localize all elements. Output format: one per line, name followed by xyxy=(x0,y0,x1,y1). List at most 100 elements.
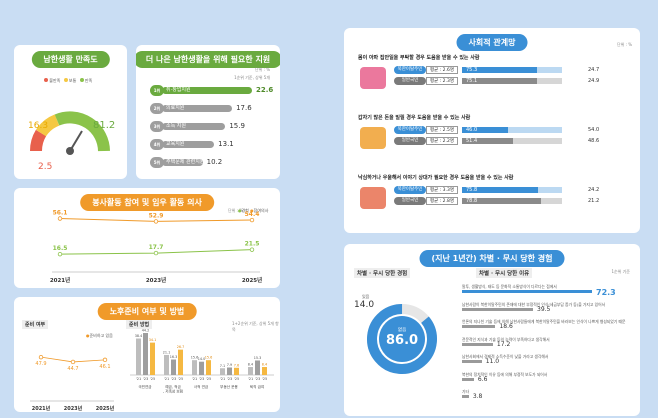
support-bar: 의료지원 xyxy=(162,105,233,112)
bar-label: 14.0 xyxy=(198,357,206,361)
reason-bar xyxy=(462,290,592,293)
volunteer-legend: ●경험 ●참여의사 xyxy=(238,208,269,213)
no-bar xyxy=(537,187,562,193)
bar-year-tick: '23 xyxy=(199,377,205,381)
x-tick-label: 2021년 xyxy=(50,276,70,284)
support-rank: 3위 xyxy=(150,121,164,132)
support-value: 15.9 xyxy=(229,122,245,130)
no-value: 24.9 xyxy=(588,78,600,84)
support-value: 22.6 xyxy=(256,86,274,94)
average-count: 평균 : 2.5명 xyxy=(426,126,458,134)
x-tick-label: 2023년 xyxy=(146,276,166,284)
data-point xyxy=(102,357,108,363)
volunteer-title: 봉사활동 참여 및 임우 활동 의사 xyxy=(80,194,214,211)
reason-label: 북한의 정치적인 이유 등에 의해 부정적 보도가 되어서 xyxy=(462,371,548,377)
no-value: 48.6 xyxy=(588,138,600,144)
no-bar xyxy=(537,78,562,84)
bar-label: 38.4 xyxy=(135,334,143,338)
bar-year-tick: '25 xyxy=(150,377,156,381)
data-label: 16.5 xyxy=(53,245,68,252)
right-page: 사회적 관계망 단위 : % 몸이 아파 집안일을 부탁할 경우 도움을 받을 … xyxy=(330,0,658,418)
retirement-card: 노후준비 여부 및 방법 준비 여부 ●준비하고 있음 준비 방법 1+2순위 … xyxy=(14,297,280,412)
category-label: 국민연금 xyxy=(138,384,152,389)
category-label: 사적 연금 xyxy=(194,384,209,389)
bar xyxy=(206,360,211,375)
bar-year-tick: '23 xyxy=(227,377,233,381)
average-count: 평균 : 2.2명 xyxy=(426,137,458,145)
bar-label: 7.1 xyxy=(220,364,225,368)
bar-label: 7.6 xyxy=(234,363,239,367)
reason-bar xyxy=(462,325,496,328)
discrimination-no-label: 없음 xyxy=(398,328,407,333)
bar-label: 15.6 xyxy=(205,356,213,360)
retirement-prep-line-chart: 47.9 44.7 46.1 2021년 2023년 2025년 xyxy=(30,354,115,412)
discrimination-left-label: 차별 · 무시 당한 경험 xyxy=(354,268,411,278)
average-count: 평균 : 2.6명 xyxy=(426,66,458,74)
reason-bar xyxy=(462,360,482,363)
reason-bar xyxy=(462,307,534,311)
data-point xyxy=(70,359,76,365)
no-bar xyxy=(513,138,562,144)
yes-value: 75.1 xyxy=(466,78,478,84)
general-public-label: 일반국민 xyxy=(394,137,426,145)
no-value: 21.2 xyxy=(588,198,600,204)
bar-label: 16.3 xyxy=(170,355,178,359)
support-card: 더 나은 남한생활을 위해 필요한 지원 단위 : % 1순위 기준, 상위 5… xyxy=(136,45,280,179)
bar xyxy=(178,349,183,375)
satisfaction-neutral-value: 16.3 xyxy=(28,121,49,131)
discrimination-donut xyxy=(367,304,437,374)
reason-label: 언론의 지나친 기술 등에 의해 남한사람들에게 북한이탈주민을 바라보는 인식… xyxy=(462,319,626,324)
question-text: 낙심하거나 우울해서 이야기 상대가 필요한 경우 도움을 받을 수 있는 사람 xyxy=(358,175,514,181)
reason-bar xyxy=(462,395,469,398)
reason-value: 3.8 xyxy=(472,393,483,400)
bar-year-tick: '23 xyxy=(171,377,177,381)
satisfaction-satisfied-value: 81.2 xyxy=(93,120,116,131)
data-point xyxy=(57,251,63,257)
bar-year-tick: '23 xyxy=(255,377,261,381)
support-rank: 2위 xyxy=(150,103,164,114)
defector-label: 북한이탈주민 xyxy=(394,186,426,194)
satisfaction-gauge xyxy=(30,111,110,177)
reason-label: 전문적인 지식과 기술 등의 능력이 부족하다고 생각해서 xyxy=(462,336,550,342)
question-illustration-icon xyxy=(360,67,386,89)
yes-bar xyxy=(462,198,541,204)
data-point xyxy=(153,250,159,256)
social-relations-unit: 단위 : % xyxy=(616,42,632,47)
discrimination-yes-value: 14.0 xyxy=(354,300,375,310)
data-point xyxy=(153,219,159,224)
general-public-label: 일반국민 xyxy=(394,197,426,205)
volunteer-line-chart: 56.1 52.9 54.4 16.5 17.7 21.5 2021년 2023년 2025년 xyxy=(50,210,262,284)
bar-label: 15.6 xyxy=(191,356,199,360)
no-bar xyxy=(540,198,562,204)
bar-year-tick: '25 xyxy=(262,377,268,381)
discrimination-right-label: 차별 · 무시 당한 이유 xyxy=(476,268,533,278)
bar xyxy=(255,360,260,375)
bar-year-tick: '21 xyxy=(164,377,170,381)
support-value: 13.1 xyxy=(218,140,234,148)
reason-value: 72.3 xyxy=(596,288,616,297)
retirement-method-bar-chart: 38.4 '21 44.2 '23 34.1 '25 국민연금 21.1 '21 16.3 '23 2… xyxy=(130,329,274,394)
support-rank: 1위 xyxy=(150,85,164,96)
bar-year-tick: '25 xyxy=(234,377,240,381)
support-title: 더 나은 남한생활을 위해 필요한 지원 xyxy=(136,51,280,68)
yes-bar xyxy=(462,138,514,144)
support-bar: 소득 지원 xyxy=(162,123,226,130)
yes-bar xyxy=(462,127,508,133)
bar-year-tick: '23 xyxy=(143,377,149,381)
discrimination-card: (지난 1년간) 차별 · 무시 당한 경험 차별 · 무시 당한 경험 차별 … xyxy=(344,244,640,416)
reason-label: 남한사람이 북한이탈주민의 존재에 대한 부정적인 인식(세금부담 증가 등)을… xyxy=(462,301,606,307)
satisfaction-card: 남한생활 만족도 불만족 보통 만족 16.3 81.2 2.5 xyxy=(14,45,127,179)
retirement-left-label: 준비 여부 xyxy=(22,320,49,329)
x-tick-label: 2025년 xyxy=(242,276,262,284)
no-bar xyxy=(508,127,562,133)
support-row: 5위 주택문제 관련지원 10.2 xyxy=(150,157,280,169)
data-label: 47.9 xyxy=(35,361,46,367)
discrimination-yes-label: 있음 xyxy=(362,294,370,299)
bar-label: 44.2 xyxy=(142,329,150,333)
average-count: 평균 : 3.3명 xyxy=(426,186,458,194)
left-page: 남한생활 만족도 불만족 보통 만족 16.3 81.2 2.5 더 나은 남한… xyxy=(14,45,280,412)
support-row: 2위 의료지원 17.6 xyxy=(150,103,280,115)
bar-year-tick: '21 xyxy=(220,377,226,381)
bar-label: 8.4 xyxy=(248,363,253,367)
question-illustration-icon xyxy=(360,127,386,149)
